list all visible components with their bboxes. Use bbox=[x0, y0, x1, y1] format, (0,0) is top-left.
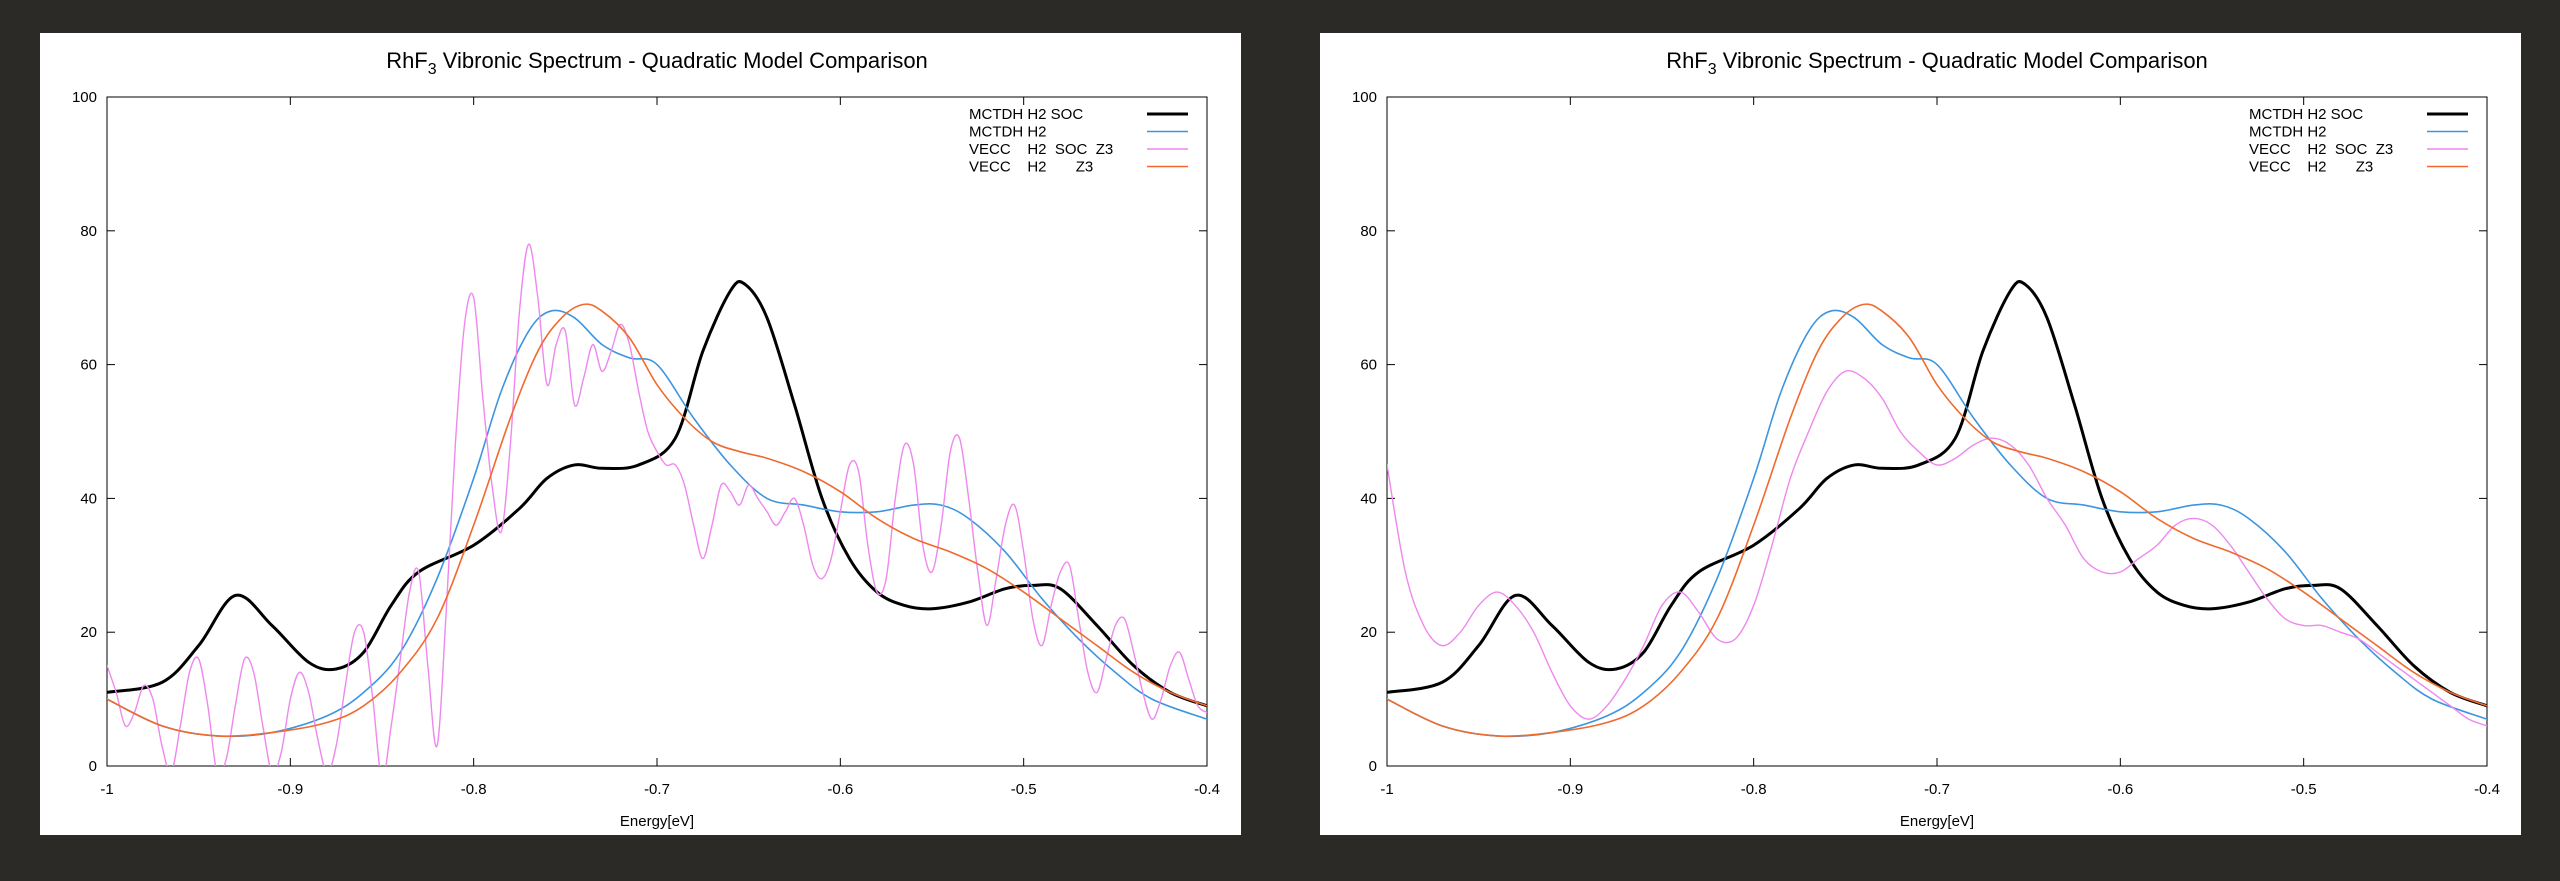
legend-label-4: VECC H2 Z3 bbox=[2249, 159, 2373, 176]
y-tick-label: 20 bbox=[1360, 624, 1377, 641]
spectrum-chart-left: RhF3 Vibronic Spectrum - Quadratic Model… bbox=[72, 48, 1220, 830]
x-tick-label: -0.7 bbox=[1924, 781, 1950, 798]
legend-label-3: VECC H2 SOC Z3 bbox=[969, 141, 1113, 158]
series-line-3 bbox=[1387, 370, 2487, 727]
y-tick-label: 80 bbox=[80, 223, 97, 240]
series-line-1 bbox=[1387, 280, 2487, 708]
series-line-2 bbox=[107, 309, 1207, 738]
series-line-4 bbox=[1387, 303, 2487, 737]
legend-label-2: MCTDH H2 bbox=[2249, 124, 2327, 141]
x-tick-label: -0.4 bbox=[2474, 781, 2500, 798]
x-axis-label: Energy[eV] bbox=[620, 813, 694, 830]
x-tick-label: -0.8 bbox=[1741, 781, 1767, 798]
series-line-2 bbox=[1387, 309, 2487, 738]
series-line-1 bbox=[107, 280, 1207, 708]
series-line-3 bbox=[107, 243, 1207, 766]
x-tick-label: -1 bbox=[1380, 781, 1393, 798]
x-tick-label: -0.5 bbox=[2291, 781, 2317, 798]
chart-panel-right: RhF3 Vibronic Spectrum - Quadratic Model… bbox=[1320, 33, 2521, 835]
legend-label-4: VECC H2 Z3 bbox=[969, 159, 1093, 176]
y-tick-label: 40 bbox=[80, 490, 97, 507]
x-tick-label: -0.6 bbox=[827, 781, 853, 798]
y-tick-label: 20 bbox=[80, 624, 97, 641]
chart-title: RhF3 Vibronic Spectrum - Quadratic Model… bbox=[386, 48, 928, 78]
series-group bbox=[1387, 280, 2487, 738]
x-tick-label: -0.6 bbox=[2107, 781, 2133, 798]
x-tick-label: -0.9 bbox=[1557, 781, 1583, 798]
x-tick-label: -0.5 bbox=[1011, 781, 1037, 798]
x-tick-label: -0.4 bbox=[1194, 781, 1220, 798]
y-tick-label: 60 bbox=[1360, 357, 1377, 374]
plot-frame bbox=[1386, 96, 2488, 767]
legend-label-1: MCTDH H2 SOC bbox=[969, 106, 1083, 123]
x-axis-label: Energy[eV] bbox=[1900, 813, 1974, 830]
legend-label-3: VECC H2 SOC Z3 bbox=[2249, 141, 2393, 158]
series-group bbox=[107, 243, 1207, 766]
chart-title: RhF3 Vibronic Spectrum - Quadratic Model… bbox=[1666, 48, 2208, 78]
y-tick-label: 60 bbox=[80, 357, 97, 374]
y-tick-label: 80 bbox=[1360, 223, 1377, 240]
x-tick-label: -0.9 bbox=[277, 781, 303, 798]
legend-label-1: MCTDH H2 SOC bbox=[2249, 106, 2363, 123]
y-tick-label: 100 bbox=[1352, 89, 1377, 106]
chart-panel-left: RhF3 Vibronic Spectrum - Quadratic Model… bbox=[40, 33, 1241, 835]
x-tick-label: -0.7 bbox=[644, 781, 670, 798]
legend-label-2: MCTDH H2 bbox=[969, 124, 1047, 141]
spectrum-chart-right: RhF3 Vibronic Spectrum - Quadratic Model… bbox=[1352, 48, 2500, 830]
x-tick-label: -0.8 bbox=[461, 781, 487, 798]
y-tick-label: 40 bbox=[1360, 490, 1377, 507]
x-tick-label: -1 bbox=[100, 781, 113, 798]
y-tick-label: 0 bbox=[89, 758, 97, 775]
y-tick-label: 0 bbox=[1369, 758, 1377, 775]
plot-frame bbox=[106, 96, 1208, 767]
y-tick-label: 100 bbox=[72, 89, 97, 106]
series-line-4 bbox=[107, 303, 1207, 737]
